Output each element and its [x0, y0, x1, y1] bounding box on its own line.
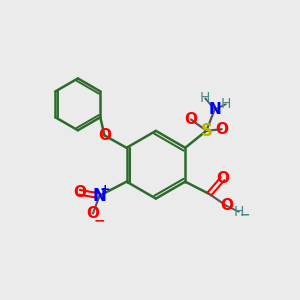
Text: O: O: [220, 198, 233, 213]
Text: O: O: [215, 122, 228, 137]
Text: S: S: [200, 122, 212, 140]
Text: O: O: [86, 206, 100, 221]
Text: −: −: [94, 213, 105, 227]
Text: O: O: [73, 185, 86, 200]
Text: N: N: [92, 187, 106, 205]
Text: O: O: [216, 171, 229, 186]
Text: +: +: [100, 183, 111, 196]
Text: H: H: [234, 205, 244, 219]
Text: N: N: [208, 102, 221, 117]
Text: O: O: [98, 128, 111, 143]
Text: −: −: [240, 209, 250, 222]
Text: H: H: [221, 97, 231, 111]
Text: H: H: [200, 91, 210, 105]
Text: O: O: [184, 112, 198, 127]
